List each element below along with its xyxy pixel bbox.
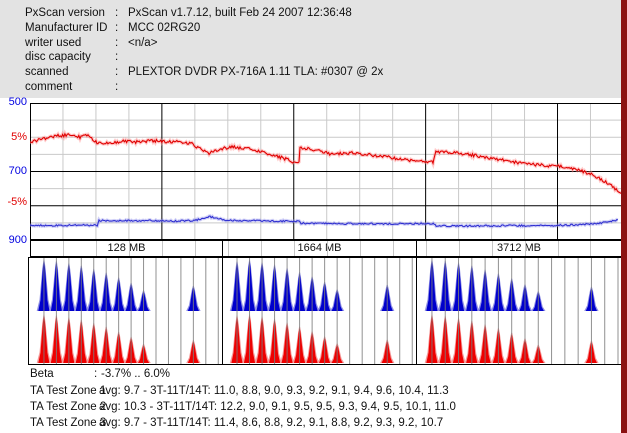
ta-zone-1-label: TA Test Zone 1 bbox=[30, 385, 107, 397]
info-row-manufacturer-id: Manufacturer ID : MCC 02RG20 bbox=[0, 21, 622, 36]
ta-zone-3-values: avg: 9.7 - 3T-11T/14T: 11.4, 8.6, 8.8, 9… bbox=[99, 417, 444, 429]
beta-trace-chart bbox=[30, 103, 622, 240]
y-axis-label-plus5pct: 5% bbox=[11, 131, 27, 143]
y-axis-label-700: 700 bbox=[8, 165, 27, 177]
scan-info-header: PxScan version : PxScan v1.7.12, built F… bbox=[0, 0, 622, 98]
writer-used-value: <n/a> bbox=[128, 36, 158, 49]
info-separator: : bbox=[115, 21, 119, 34]
window-right-border bbox=[621, 0, 627, 433]
beta-summary-separator: : bbox=[94, 368, 98, 380]
info-separator: : bbox=[115, 66, 119, 79]
info-separator: : bbox=[115, 51, 119, 64]
zone-row-gridline-tick bbox=[195, 241, 196, 256]
info-row-disc-capacity: disc capacity : bbox=[0, 50, 622, 65]
beta-range-value: -3.7% .. 6.0% bbox=[101, 368, 171, 380]
info-label: comment bbox=[25, 80, 73, 93]
y-axis-label-minus5pct: -5% bbox=[7, 196, 27, 208]
zone-row-gridline-tick bbox=[327, 241, 328, 256]
zone-row-gridline-tick bbox=[426, 241, 427, 256]
manufacturer-id-value: MCC 02RG20 bbox=[128, 21, 201, 34]
zone-row-gridline-tick bbox=[360, 241, 361, 256]
beta-summary-label: Beta bbox=[30, 368, 54, 380]
zone-row-gridline-tick bbox=[261, 241, 262, 256]
info-label: writer used bbox=[25, 36, 82, 49]
zone-row-gridline-tick bbox=[294, 241, 295, 256]
zone-label-box-2: 1664 MB bbox=[222, 240, 417, 257]
y-axis-label-500: 500 bbox=[8, 96, 27, 108]
ta-zone-2-label: TA Test Zone 2 bbox=[30, 401, 107, 413]
zone-row-gridline-tick bbox=[228, 241, 229, 256]
scanned-drive-value: PLEXTOR DVDR PX-716A 1.11 TLA: #0307 @ 2… bbox=[128, 66, 384, 79]
info-label: Manufacturer ID bbox=[25, 21, 108, 34]
ta-zone-1-values: avg: 9.7 - 3T-11T/14T: 11.0, 8.8, 9.0, 9… bbox=[99, 385, 449, 397]
info-separator: : bbox=[115, 80, 119, 93]
ta-zone-2-values: avg: 10.3 - 3T-11T/14T: 12.2, 9.0, 9.1, … bbox=[99, 401, 456, 413]
info-row-scanned: scanned : PLEXTOR DVDR PX-716A 1.11 TLA:… bbox=[0, 65, 622, 80]
zone-row-gridline-tick bbox=[96, 241, 97, 256]
info-row-comment: comment : bbox=[0, 80, 622, 95]
info-separator: : bbox=[115, 7, 119, 19]
info-label: scanned bbox=[25, 66, 69, 79]
zone-row-gridline-tick bbox=[393, 241, 394, 256]
info-label: PxScan version bbox=[25, 7, 105, 19]
zone-row-gridline-tick bbox=[162, 241, 163, 256]
zone-row-gridline-tick bbox=[558, 241, 559, 256]
info-separator: : bbox=[115, 36, 119, 49]
zone-row-gridline-tick bbox=[525, 241, 526, 256]
zone-label-box-3: 3712 MB bbox=[416, 240, 622, 257]
zone-row-gridline-tick bbox=[129, 241, 130, 256]
pxscan-version-value: PxScan v1.7.12, built Feb 24 2007 12:36:… bbox=[128, 7, 352, 19]
y-axis-label-900: 900 bbox=[8, 234, 27, 246]
zone-row-gridline-tick bbox=[590, 241, 591, 256]
zone-row-gridline-tick bbox=[63, 241, 64, 256]
ta-zone-3-label: TA Test Zone 3 bbox=[30, 417, 107, 429]
info-row-pxscan-version: PxScan version : PxScan v1.7.12, built F… bbox=[0, 6, 622, 21]
info-label: disc capacity bbox=[25, 51, 91, 64]
zone-row-gridline-tick bbox=[492, 241, 493, 256]
info-row-writer-used: writer used : <n/a> bbox=[0, 36, 622, 51]
zone-row-gridline-tick bbox=[459, 241, 460, 256]
ta-histogram-panel bbox=[28, 257, 622, 365]
